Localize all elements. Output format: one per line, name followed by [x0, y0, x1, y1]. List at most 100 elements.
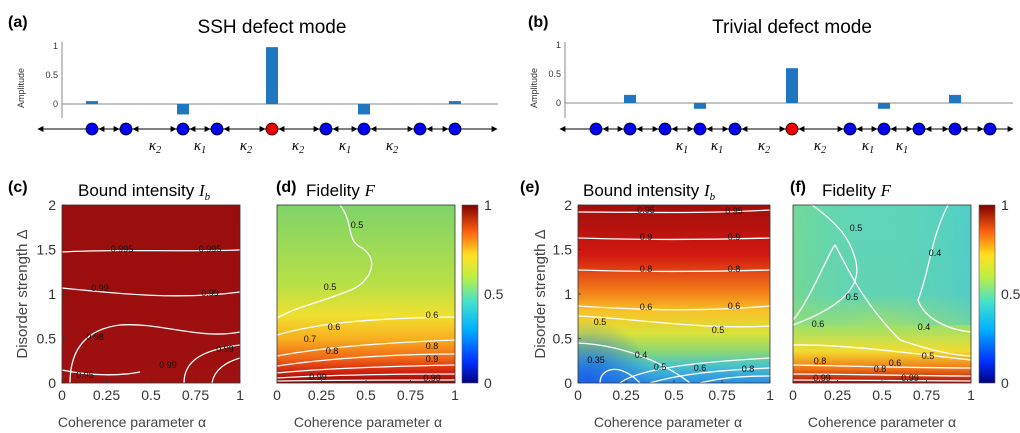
site-b-0 [589, 122, 603, 136]
contour-e-3 [577, 269, 771, 273]
contour-label-e-1: 0.95 [725, 206, 743, 216]
bar-a-1 [177, 104, 189, 115]
heatmap-d [276, 204, 456, 383]
xtick-d-4: 1 [451, 387, 459, 403]
colorbar-tick-d-0: 0 [484, 375, 492, 391]
colorbar-tick-d-2: 1 [484, 197, 492, 213]
contour-label-f-4: 0.6 [812, 319, 825, 329]
xlabel-f: Coherence parameter α [808, 414, 956, 430]
contour-label-d-7: 0.8 [426, 341, 439, 351]
xtick-f-3: 0.75 [913, 387, 940, 403]
ylabel-a: Amplitude [16, 68, 26, 108]
panel-d-title: Fidelity F [306, 181, 376, 200]
contour-label-f-5: 0.5 [922, 351, 935, 361]
colorbar-d [461, 204, 479, 384]
contour-c-6 [61, 369, 141, 376]
ytick-e-3: 1.5 [553, 242, 573, 258]
contour-d-2 [276, 316, 456, 336]
coupling-label-b-4: κ1 [862, 138, 874, 156]
coupling-label-b-2: κ2 [758, 138, 770, 156]
xtick-d-1: 0.25 [308, 387, 335, 403]
contour-label-e-14: 0.8 [742, 364, 755, 374]
heatmap-d-field [277, 205, 455, 383]
panel-a-title: SSH defect mode [198, 17, 347, 38]
heatmap-c [61, 205, 241, 384]
contours-c [61, 249, 241, 384]
ytick-c-0: 0 [48, 375, 56, 391]
heatmap-e [577, 205, 771, 384]
contour-label-e-11: 0.35 [587, 355, 605, 365]
xtick-c-2: 0.5 [141, 387, 161, 403]
chain-b: κ1 κ1 κ2 κ2 κ1 κ1 [559, 122, 1014, 156]
contour-label-d-1: 0.5 [324, 282, 337, 292]
bar-a-4 [449, 101, 461, 104]
site-b-9 [948, 122, 962, 136]
bar-chart-b: 0 0.5 1 Amplitude [529, 40, 1013, 118]
contour-label-f-1: 0.4 [929, 248, 942, 258]
site-a-8 [448, 122, 462, 136]
contour-label-e-10: 0.4 [635, 350, 648, 360]
site-b-10 [983, 122, 997, 136]
xtick-c-0: 0 [58, 387, 66, 403]
contour-label-e-9: 0.5 [712, 325, 725, 335]
coupling-label-a-0: κ2 [149, 138, 161, 156]
coupling-label-a-5: κ2 [386, 138, 398, 156]
ytick-b-0: 0 [556, 98, 561, 108]
contour-label-c-5: 0.99 [159, 360, 177, 370]
site-b-6 [843, 122, 857, 136]
colorbar-d-bar [461, 204, 479, 384]
ytick-a-0: 0 [53, 99, 58, 109]
ytick-e-1: 0.5 [553, 331, 573, 347]
contour-label-c-3: 0.99 [201, 288, 219, 298]
xtick-f-4: 1 [967, 387, 975, 403]
site-a-5 [319, 122, 333, 136]
bar-b-1 [694, 103, 706, 109]
dynamic-marks: 0 0.25 0.5 0.75 1 0 0.5 1 1.5 2 0 0.25 0.5 0.75 1 0 0.5 1… [37, 197, 1020, 403]
contour-d-3 [276, 339, 456, 357]
coupling-label-a-4: κ1 [339, 138, 351, 156]
xtick-e-2: 0.5 [664, 387, 684, 403]
xtick-f-1: 0.25 [824, 387, 851, 403]
bar-a-0 [86, 101, 98, 104]
panel-c-letter: (c) [8, 179, 28, 196]
contour-label-c-1: 0.995 [199, 244, 222, 254]
contour-d-7 [276, 379, 456, 382]
contour-e-5 [577, 315, 771, 328]
contour-label-d-6: 0.9 [426, 354, 439, 364]
colorbar-tick-f-0: 0 [1001, 375, 1009, 391]
contour-label-c-6: 0.99 [216, 344, 234, 354]
contour-label-f-6: 0.6 [889, 358, 902, 368]
contour-c-3 [69, 324, 241, 384]
contours-d [276, 204, 456, 382]
ytick-e-0: 0 [564, 375, 572, 391]
ytick-c-3: 1.5 [37, 242, 57, 258]
panel-c-title-var: I [198, 181, 206, 200]
contour-label-e-13: 0.6 [694, 363, 707, 373]
ylabel-c: Disorder strength Δ [14, 229, 31, 358]
contour-f-2 [917, 204, 972, 333]
coupling-label-b-5: κ1 [896, 138, 908, 156]
site-a-0 [85, 122, 99, 136]
contour-d-4 [276, 353, 456, 367]
ytick-c-1: 0.5 [37, 331, 57, 347]
contour-label-e-4: 0.8 [640, 264, 653, 274]
contour-label-f-9: 0.99 [813, 373, 831, 383]
contour-f-4 [792, 344, 972, 361]
panel-d-letter: (d) [276, 179, 296, 196]
panel-b-title: Trivial defect mode [712, 17, 872, 38]
panel-f-letter: (f) [790, 179, 806, 196]
ytick-c-4: 2 [48, 197, 56, 213]
coupling-label-b-0: κ1 [676, 138, 688, 156]
coupling-label-a-2: κ2 [240, 138, 252, 156]
xtick-d-3: 0.75 [397, 387, 424, 403]
site-b-3 [693, 122, 707, 136]
panel-c-title: Bound intensity Ib [78, 181, 211, 203]
contour-c-2 [61, 287, 241, 297]
contour-label-c-7: 0.95 [76, 370, 94, 380]
contour-e-1 [577, 209, 771, 214]
bar-a-2 [266, 47, 278, 104]
contour-d-1 [276, 204, 373, 319]
heatmap-f-overlay [793, 205, 971, 325]
panel-a-letter: (a) [8, 14, 28, 31]
colorbar-tick-d-1: 0.5 [484, 286, 504, 302]
